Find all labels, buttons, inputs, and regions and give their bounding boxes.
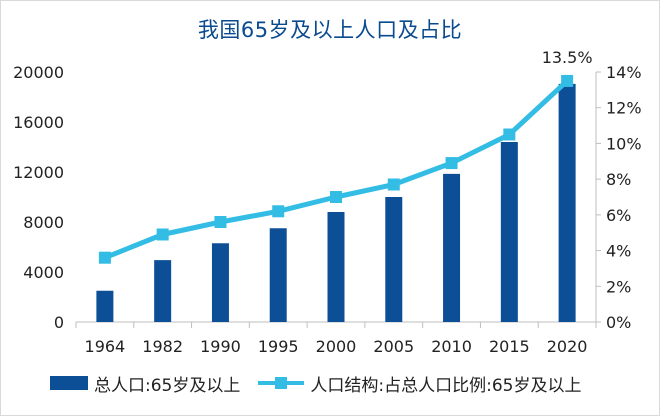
legend-item-bar: 总人口:65岁及以上 — [50, 371, 240, 396]
y-right-tick-label: 8% — [606, 170, 631, 189]
chart-title: 我国65岁及以上人口及占比 — [197, 18, 463, 42]
y-left-tick-label: 16000 — [13, 113, 64, 132]
y-right-tick-label: 10% — [606, 134, 642, 153]
line-point — [214, 216, 227, 228]
bar — [558, 83, 576, 322]
bar — [327, 212, 345, 322]
y-right-tick-label: 12% — [606, 99, 642, 118]
y-left-tick-label: 4000 — [23, 263, 64, 282]
bar — [96, 290, 114, 322]
y-left-tick-label: 8000 — [23, 213, 64, 232]
y-left-tick-label: 0 — [54, 313, 64, 332]
line-point — [387, 178, 400, 191]
legend-label-bar: 总人口:65岁及以上 — [94, 375, 241, 396]
line-point — [561, 74, 574, 87]
y-right-tick-label: 6% — [606, 206, 631, 225]
data-label: 13.5% — [542, 48, 593, 67]
legend-label-line: 人口结构:占总人口比例:65岁及以上 — [310, 375, 582, 396]
x-tick-label: 2000 — [316, 337, 357, 356]
legend: 总人口:65岁及以上 人口结构:占总人口比例:65岁及以上 — [50, 371, 599, 396]
legend-swatch-bar — [50, 376, 88, 390]
x-tick-label: 1982 — [142, 337, 183, 356]
bar — [385, 197, 403, 322]
line-point — [330, 191, 342, 203]
y-right-tick-label: 4% — [606, 242, 631, 261]
bar — [269, 228, 287, 322]
y-left-tick-label: 20000 — [13, 63, 64, 82]
legend-item-line: 人口结构:占总人口比例:65岁及以上 — [258, 371, 581, 396]
y-right-tick-label: 0% — [606, 313, 631, 332]
x-tick-label: 1990 — [200, 337, 241, 356]
legend-swatch-line — [258, 376, 305, 390]
x-tick-label: 2005 — [373, 337, 414, 356]
line-point — [272, 205, 285, 218]
x-tick-label: 2015 — [489, 337, 530, 356]
bar — [154, 260, 172, 322]
bar — [500, 142, 518, 322]
y-left-tick-label: 12000 — [13, 163, 64, 182]
line-point — [98, 251, 111, 264]
x-tick-label: 2010 — [431, 337, 472, 356]
y-right-tick-label: 14% — [606, 63, 642, 82]
x-tick-label: 2020 — [547, 337, 588, 356]
line-point — [503, 128, 516, 141]
line-point — [156, 228, 169, 241]
bar — [443, 173, 461, 322]
x-tick-label: 1964 — [85, 337, 126, 356]
bar — [211, 243, 229, 322]
y-right-tick-label: 2% — [606, 277, 631, 296]
line-point — [445, 157, 458, 170]
x-tick-label: 1995 — [258, 337, 299, 356]
